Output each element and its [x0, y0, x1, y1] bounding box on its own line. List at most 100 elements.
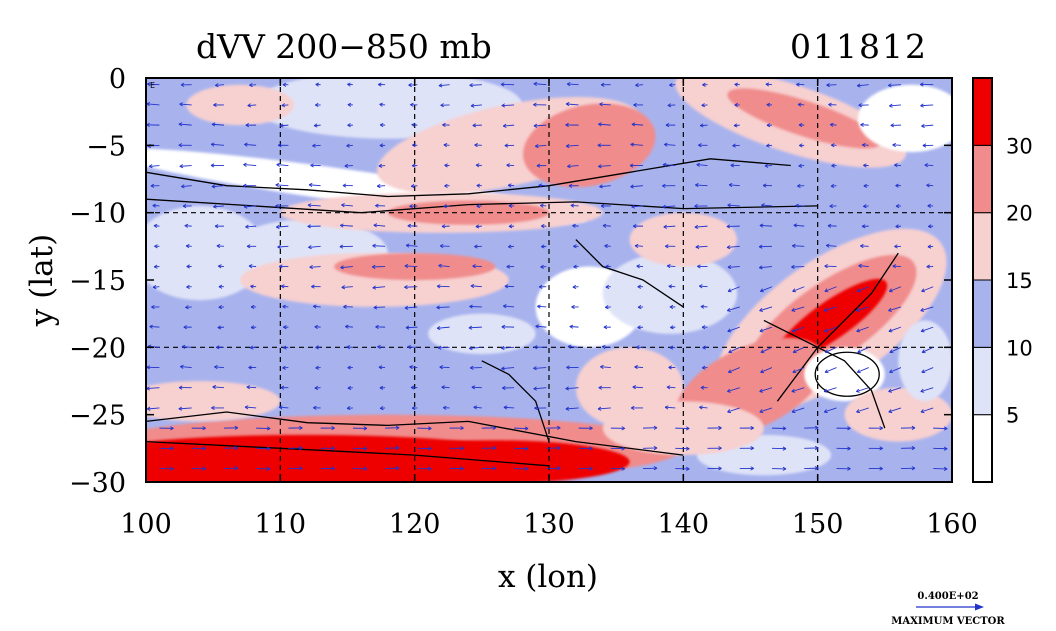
wind-vector	[759, 225, 773, 227]
wind-vector-head	[823, 388, 828, 393]
wind-vector	[503, 406, 515, 409]
wind-vector-head	[828, 102, 832, 107]
wind-vector	[695, 245, 708, 248]
wind-vector	[244, 205, 257, 208]
wind-vector-head	[153, 264, 158, 269]
wind-vector	[857, 367, 869, 373]
wind-vector-head	[632, 224, 637, 229]
wind-vector-head	[312, 304, 317, 309]
wind-vector	[249, 84, 257, 86]
wind-vector	[727, 204, 740, 207]
wind-vector-head	[183, 325, 188, 330]
wind-vector-head	[250, 284, 254, 289]
wind-vector	[921, 124, 934, 127]
wind-vector	[894, 164, 901, 166]
wind-vector-head	[502, 123, 507, 128]
wind-vector-head	[500, 345, 505, 351]
wind-vector-head	[633, 102, 637, 108]
wind-vector-head	[277, 143, 282, 148]
wind-vector	[245, 225, 257, 228]
wind-vector	[727, 387, 740, 393]
wind-vector-head	[347, 82, 351, 87]
wind-vector-head	[621, 426, 626, 431]
wind-vector-head	[826, 82, 830, 88]
wind-vector-head	[759, 328, 764, 333]
wind-vector	[824, 286, 837, 292]
wind-vector-head	[572, 223, 576, 228]
wind-vector	[276, 225, 289, 228]
wind-vector-head	[814, 466, 819, 471]
wind-vector-head	[186, 264, 190, 269]
wind-vector-head	[797, 183, 801, 189]
wind-vector	[889, 286, 902, 292]
contour-line	[575, 239, 684, 308]
y-tick-label: −30	[69, 468, 126, 499]
wind-vector-head	[409, 365, 413, 370]
wind-vector	[149, 165, 160, 167]
wind-vector-head	[215, 83, 219, 88]
wind-vector	[598, 123, 611, 126]
wind-vector-head	[468, 346, 473, 351]
wind-vector-head	[372, 285, 377, 290]
wind-vector-head	[782, 426, 787, 431]
wind-vector-head	[847, 426, 851, 431]
wind-vector-head	[855, 307, 860, 312]
wind-vector	[631, 123, 644, 126]
wind-vector	[178, 123, 192, 126]
wind-vector	[565, 407, 579, 410]
wind-vector	[761, 204, 773, 207]
wind-vector-head	[533, 102, 537, 107]
wind-vector-head	[438, 263, 442, 268]
wind-vector-head	[792, 243, 796, 248]
wind-vector-head	[888, 409, 893, 414]
wind-vector	[308, 245, 321, 248]
wind-vector-head	[920, 409, 925, 414]
contour-fill	[804, 347, 885, 402]
wind-vector	[341, 286, 353, 288]
wind-vector-head	[409, 204, 413, 209]
wind-vector-head	[373, 305, 378, 310]
wind-vector	[533, 83, 547, 86]
wind-vector	[213, 205, 224, 208]
wind-vector-head	[405, 243, 410, 248]
wind-vector-head	[476, 203, 481, 209]
wind-vector-head	[540, 264, 544, 269]
wind-vector-head	[727, 409, 732, 414]
wind-vector-head	[404, 305, 409, 310]
wind-vector	[856, 286, 869, 292]
wind-vector	[888, 407, 902, 413]
wind-vector-head	[146, 365, 151, 370]
wind-vector-head	[921, 349, 926, 354]
wind-vector	[920, 306, 934, 312]
wind-vector-head	[408, 82, 412, 88]
wind-vector-head	[410, 385, 415, 390]
wind-vector-head	[598, 164, 602, 169]
wind-vector-head	[150, 183, 155, 188]
wind-vector-head	[437, 345, 442, 350]
wind-vector-head	[217, 325, 222, 330]
wind-vector-head	[345, 324, 349, 329]
wind-vector	[792, 346, 805, 353]
wind-vector-head	[309, 265, 314, 270]
wind-vector-head	[210, 142, 215, 147]
wind-vector-head	[340, 265, 344, 270]
wind-vector-head	[244, 405, 249, 410]
wind-vector	[211, 185, 224, 188]
wind-vector	[663, 225, 676, 228]
wind-vector-head	[410, 102, 414, 107]
wind-vector-head	[428, 466, 432, 471]
wind-vector	[759, 387, 773, 393]
wind-vector-head	[823, 307, 828, 312]
wind-vector	[340, 224, 353, 227]
y-tick-label: −10	[69, 199, 126, 230]
wind-vector	[372, 245, 386, 247]
contour-fill	[602, 253, 738, 334]
wind-vector-head	[728, 182, 733, 188]
wind-vector-head	[567, 164, 571, 169]
wind-vector-head	[759, 409, 764, 414]
wind-vector-head	[927, 224, 932, 229]
wind-vector-head	[443, 204, 447, 209]
wind-vector	[924, 164, 934, 166]
wind-vector-head	[573, 264, 577, 269]
wind-vector	[694, 225, 708, 228]
